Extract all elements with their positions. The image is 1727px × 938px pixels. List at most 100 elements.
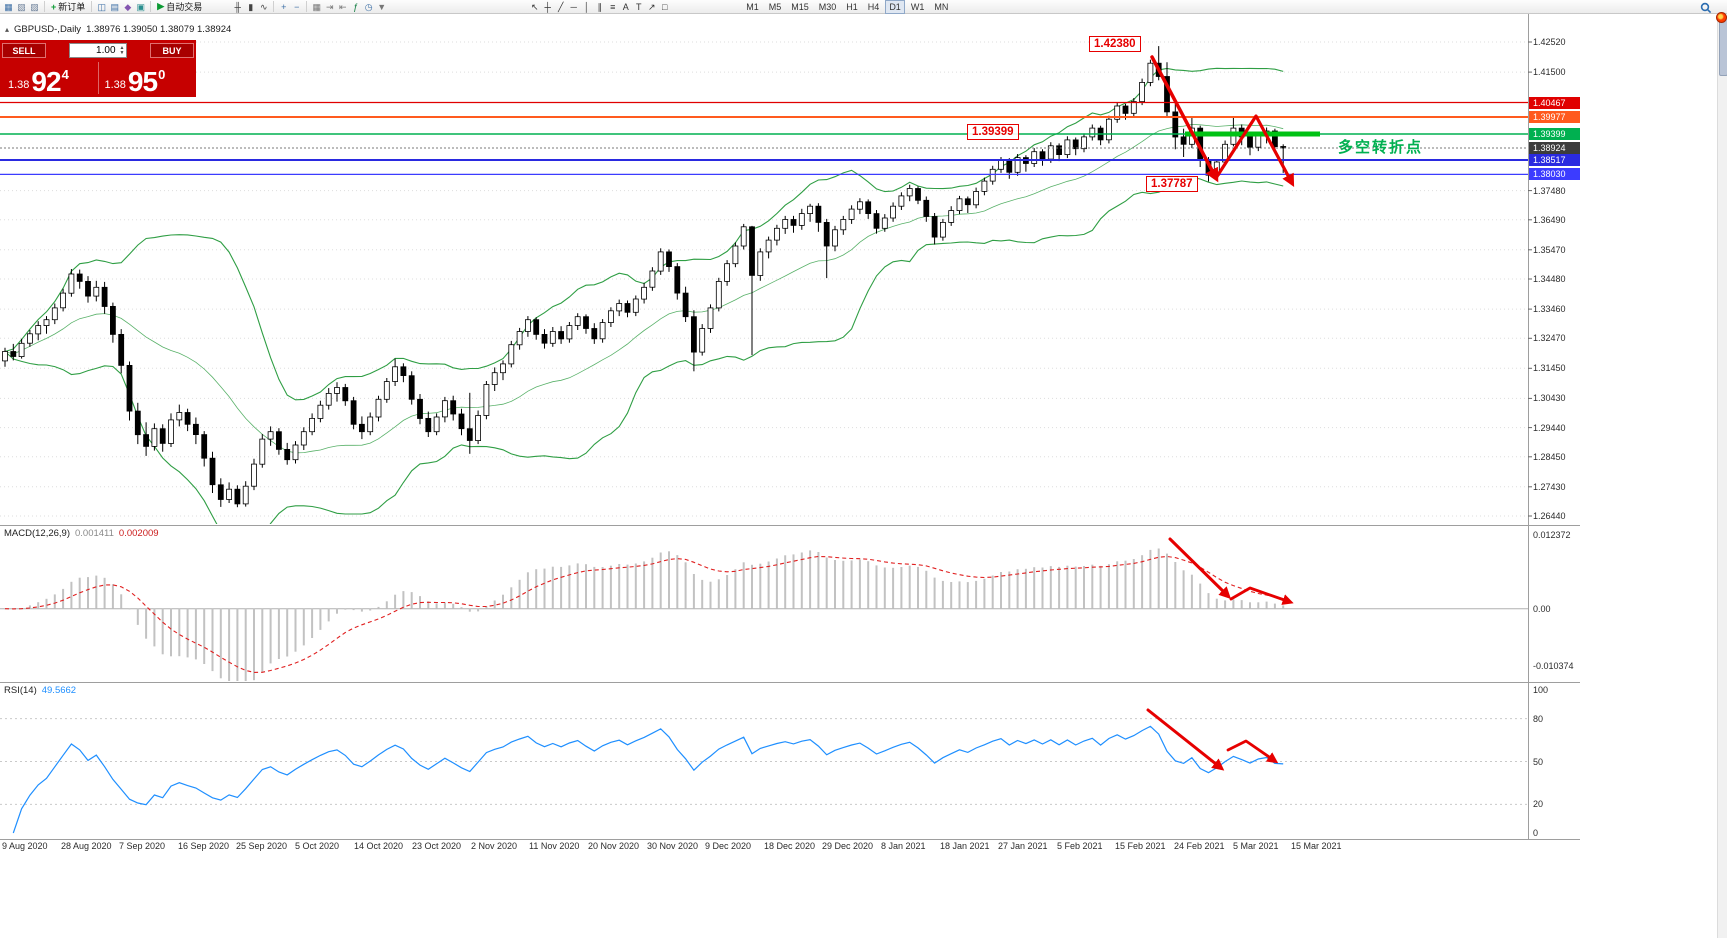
rsi-label: RSI(14) 49.5662 — [4, 685, 76, 696]
timeframe-M30[interactable]: M30 — [818, 1, 837, 12]
auto-scroll-icon[interactable]: ⇥ — [325, 1, 334, 12]
timeframe-W1[interactable]: W1 — [910, 1, 925, 12]
zoom-out-icon[interactable]: − — [294, 1, 300, 12]
macd-main-value: 0.001411 — [75, 528, 114, 539]
timeframe-M5[interactable]: M5 — [768, 1, 782, 12]
chart-collapse-icon[interactable]: ▴ — [5, 25, 10, 34]
autotrade-play-icon: ▶ — [157, 1, 165, 11]
date-label: 16 Sep 2020 — [178, 841, 230, 851]
peak-price-label[interactable]: 1.42380 — [1089, 36, 1141, 52]
chart-type-icons-group: ╫ ▮ ∿ — [231, 1, 270, 13]
chart-title: ▴ GBPUSD-,Daily 1.38976 1.39050 1.38079 … — [5, 24, 231, 35]
crosshair-icon[interactable]: ┼ — [544, 1, 551, 12]
timeframe-H4[interactable]: H4 — [867, 1, 880, 12]
new-chart-icon[interactable]: ▦ — [4, 1, 13, 12]
arrows-tool-icon[interactable]: ↗ — [647, 1, 656, 12]
one-click-trading-panel: SELL ▲ ▼ BUY 1.38 92 4 1.38 95 0 — [0, 40, 196, 97]
date-label: 5 Feb 2021 — [1057, 841, 1103, 851]
macd-zigzag-arrow[interactable] — [1229, 586, 1294, 605]
line-chart-icon[interactable]: ∿ — [259, 1, 268, 12]
date-label: 11 Nov 2020 — [529, 841, 580, 851]
sell-button[interactable]: SELL — [2, 43, 46, 58]
price-line-label: 1.39977 — [1529, 111, 1580, 123]
price-line-label: 1.38924 — [1529, 142, 1580, 154]
date-label: 9 Aug 2020 — [2, 841, 48, 851]
rsi-value: 49.5662 — [41, 685, 77, 696]
buy-price[interactable]: 1.38 95 0 — [99, 59, 195, 97]
text-icon[interactable]: A — [622, 1, 629, 12]
timeframe-M15[interactable]: M15 — [791, 1, 809, 12]
data-window-icon[interactable]: ▤ — [110, 1, 120, 12]
timeframe-H1[interactable]: H1 — [846, 1, 858, 12]
macd-scale-min: -0.010374 — [1533, 661, 1574, 671]
text-label-icon[interactable]: T — [635, 1, 642, 12]
toolbar-separator — [273, 1, 275, 12]
volume-down-icon[interactable]: ▼ — [119, 49, 125, 56]
window-icons-group: ▦ ▧ ▨ — [2, 1, 41, 13]
arrange-icons-group: ▦ ⇥ ⇤ ƒ ◷ ▼ — [310, 1, 388, 13]
date-label: 20 Nov 2020 — [588, 841, 640, 851]
zoom-in-icon[interactable]: + — [281, 1, 287, 12]
volume-up-icon[interactable]: ▲ — [119, 44, 125, 51]
panel-icons-group: ◫ ▤ ◆ ▣ — [95, 1, 147, 13]
alert-icon[interactable] — [1716, 12, 1727, 23]
candlestick-chart-icon[interactable]: ▮ — [248, 1, 254, 12]
chart-templates-icon[interactable]: ▨ — [30, 1, 39, 12]
trendline-icon[interactable]: ╱ — [558, 1, 564, 12]
turning-point-note[interactable]: 多空转折点 — [1338, 139, 1424, 156]
search-icon[interactable] — [1700, 1, 1712, 19]
equidistant-channel-icon[interactable]: ∥ — [597, 1, 602, 12]
date-label: 5 Mar 2021 — [1233, 841, 1279, 851]
price-tick-label: 1.33460 — [1533, 304, 1566, 314]
market-watch-icon[interactable]: ◫ — [97, 1, 107, 12]
bar-chart-icon[interactable]: ╫ — [234, 1, 241, 12]
toolbar-separator — [306, 1, 308, 12]
shapes-icon[interactable]: □ — [662, 1, 668, 12]
low-price-label[interactable]: 1.37787 — [1146, 176, 1198, 192]
chart-shift-icon[interactable]: ⇤ — [338, 1, 347, 12]
chart-profiles-icon[interactable]: ▧ — [17, 1, 26, 12]
price-line-label: 1.40467 — [1529, 97, 1580, 109]
volume-input[interactable] — [69, 45, 118, 56]
horizontal-line-icon[interactable]: ─ — [570, 1, 577, 12]
autotrade-label: 自动交易 — [166, 2, 203, 12]
support-price-label[interactable]: 1.39399 — [967, 124, 1019, 140]
price-zigzag-arrow[interactable] — [1214, 114, 1295, 187]
new-order-button[interactable]: + 新订单 — [48, 0, 88, 13]
vertical-line-icon[interactable]: │ — [583, 1, 590, 12]
vertical-scrollbar[interactable] — [1717, 14, 1727, 938]
scrollbar-thumb[interactable] — [1719, 16, 1727, 76]
timeframe-MN[interactable]: MN — [934, 1, 949, 12]
price-tick-label: 1.35470 — [1533, 245, 1566, 255]
autotrade-button[interactable]: ▶ 自动交易 — [154, 0, 205, 13]
fibonacci-icon[interactable]: ≡ — [610, 1, 616, 12]
timeframe-D1[interactable]: D1 — [885, 0, 905, 14]
candlestick-series — [2, 46, 1287, 508]
price-down-arrow[interactable] — [1150, 55, 1219, 183]
macd-down-arrow[interactable] — [1168, 537, 1231, 599]
sell-price[interactable]: 1.38 92 4 — [2, 59, 98, 97]
periods-icon[interactable]: ◷ — [364, 1, 373, 12]
price-tick-label: 1.34480 — [1533, 274, 1566, 284]
templates-menu-icon[interactable]: ▼ — [377, 1, 387, 12]
sell-price-prefix: 1.38 — [8, 79, 30, 91]
price-tick-label: 1.42520 — [1533, 37, 1566, 47]
timeframe-M1[interactable]: M1 — [746, 1, 759, 12]
rsi-level-label: 50 — [1533, 757, 1544, 767]
date-label: 9 Dec 2020 — [705, 841, 752, 851]
date-label: 7 Sep 2020 — [119, 841, 166, 851]
price-tick-label: 1.37480 — [1533, 186, 1566, 196]
indicators-icon[interactable]: ƒ — [353, 1, 359, 12]
sell-price-pips: 92 — [31, 66, 61, 97]
new-order-label: 新订单 — [58, 2, 86, 12]
date-label: 5 Oct 2020 — [295, 841, 340, 851]
navigator-icon[interactable]: ◆ — [124, 1, 132, 12]
rsi-zigzag-arrow[interactable] — [1226, 739, 1279, 764]
macd-scale-zero: 0.00 — [1533, 604, 1551, 614]
terminal-icon[interactable]: ▣ — [136, 1, 146, 12]
cursor-icon[interactable]: ↖ — [530, 1, 539, 12]
tile-windows-icon[interactable]: ▦ — [312, 1, 321, 12]
buy-button[interactable]: BUY — [149, 43, 194, 58]
rsi-down-arrow[interactable] — [1146, 708, 1225, 771]
